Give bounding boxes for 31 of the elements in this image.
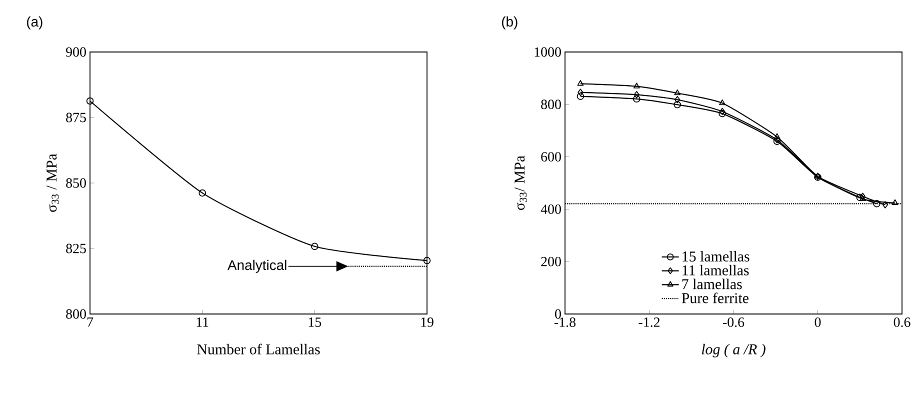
y-axis-title: σ$_{33}$ / MPa [46,154,59,212]
y-tick-label: 400 [540,204,561,214]
annotation: Analytical [228,260,286,273]
x-tick-label: 19 [421,318,434,327]
chart-title: (b) [502,16,518,30]
y-tick-label: 200 [541,256,561,266]
y-tick-label: 825 [66,244,86,254]
x-tick-label: -1.8 [554,318,576,327]
x-tick-label: 11 [196,318,208,327]
legend-label: 11 lamellas [682,264,749,276]
y-tick-label: 800 [66,309,86,319]
y-tick-label: 600 [541,152,561,162]
y-tick-label: 900 [66,47,86,57]
x-tick-label: 7 [87,318,94,327]
legend-label: 7 lamellas [682,278,742,290]
x-tick-label: 0.6 [894,318,910,327]
x-axis-title: Number of Lamellas [197,344,320,354]
y-axis-title: σ$_{33}$/ MPa [514,156,527,210]
y-tick-label: 1000 [534,47,561,57]
x-tick-label: -0.6 [722,318,744,327]
y-tick-label: 800 [541,100,561,110]
x-tick-label: 15 [308,318,322,327]
y-tick-label: 0 [555,309,561,319]
chart-title: (a) [26,16,42,30]
x-axis-title: log ( a /R ) [702,344,766,358]
x-tick-label: 0 [814,318,821,327]
legend-label: Pure ferrite [682,292,748,304]
y-tick-label: 850 [66,178,86,188]
x-tick-label: -1.2 [638,318,660,327]
y-tick-label: 875 [66,112,86,122]
legend-label: 15 lamellas [682,251,750,262]
